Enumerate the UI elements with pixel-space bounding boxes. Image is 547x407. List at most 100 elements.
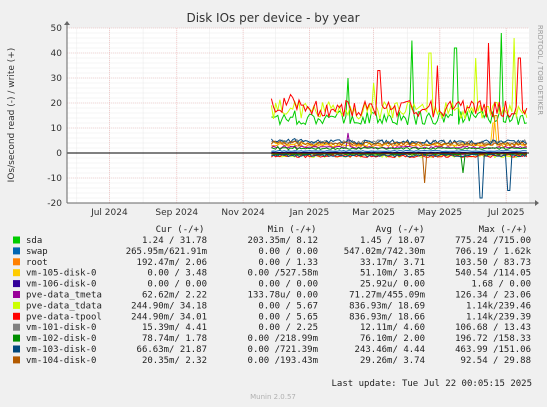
legend-max: 196.72 /158.33: [455, 334, 531, 344]
legend-cur: 192.47m/ 2.06: [137, 258, 207, 268]
legend-row: pve-data_tdata 244.90m/ 34.18 0.00 / 5.67 8…: [13, 301, 531, 311]
legend-swatch: [13, 345, 20, 353]
legend-cur: 244.90m/ 34.01: [131, 312, 207, 322]
legend-avg: 836.93m/ 18.66: [349, 312, 425, 322]
legend-max: 540.54 /114.05: [455, 269, 531, 279]
y-axis-label: IOs/second read (-) / write (+): [7, 48, 17, 183]
legend-name: vm-102-disk-0: [26, 334, 96, 344]
legend-name: vm-106-disk-0: [26, 280, 96, 290]
legend-cur: 0.00 / 3.48: [147, 269, 207, 279]
legend-min: 0.00 /721.39m: [248, 345, 318, 355]
legend-avg: 51.10m/ 3.85: [360, 269, 425, 279]
legend-row: vm-101-disk-0 15.39m/ 4.41 0.00 / 2.25 12.1…: [13, 323, 531, 333]
legend-max: 1.68 / 0.00: [471, 280, 531, 290]
col-cur: Cur (-/+): [156, 225, 205, 235]
write-series: [270, 32, 528, 154]
legend-max: 103.50 / 83.73: [455, 258, 531, 268]
legend-cur: 15.39m/ 4.41: [142, 323, 207, 333]
legend-min: 0.00 /527.58m: [248, 269, 318, 279]
legend-swatch: [13, 236, 20, 244]
legend-header: Cur (-/+) Min (-/+) Avg (-/+) Max (-/+): [156, 225, 528, 235]
x-tick-label: Mar 2025: [352, 208, 395, 218]
legend-min: 133.78u/ 0.00: [248, 291, 318, 301]
legend-row: vm-104-disk-0 20.35m/ 2.32 0.00 /193.43m 29…: [13, 356, 531, 366]
legend-min: 0.00 / 2.25: [258, 323, 318, 333]
legend-min: 203.35m/ 8.12: [248, 236, 318, 246]
legend-avg: 243.46m/ 4.44: [355, 345, 425, 355]
legend-max: 463.99 /151.06: [455, 345, 531, 355]
x-tick-label: Sep 2024: [155, 208, 198, 218]
legend-avg: 76.10m/ 2.00: [360, 334, 425, 344]
x-axis-arrow: [535, 200, 539, 206]
y-tick-label: 30: [51, 74, 63, 84]
legend-cur: 0.00 / 0.00: [147, 280, 207, 290]
legend-swatch: [13, 269, 20, 277]
series-write-vm-104-disk-0: [270, 140, 528, 147]
legend-swatch: [13, 280, 20, 288]
legend-swatch: [13, 291, 20, 298]
legend-min: 0.00 / 1.33: [258, 258, 318, 268]
y-axis-arrow: [64, 21, 70, 25]
legend-swatch: [13, 323, 20, 331]
series-read-vm-103-disk-0: [271, 153, 528, 199]
legend-min: 0.00 / 0.00: [258, 280, 318, 290]
legend-max: 706.19 / 1.62k: [455, 247, 531, 257]
x-tick-label: Nov 2024: [221, 208, 265, 218]
col-max: Max (-/+): [479, 225, 528, 235]
legend-avg: 71.27m/455.09m: [349, 291, 425, 301]
legend-max: 1.14k/239.39: [466, 312, 531, 322]
chart-title: Disk IOs per device - by year: [186, 11, 359, 25]
legend-row: vm-106-disk-0 0.00 / 0.00 0.00 / 0.00 25.92…: [13, 280, 531, 290]
legend-name: vm-105-disk-0: [26, 269, 96, 279]
last-update: Last update: Tue Jul 22 00:05:15 2025: [332, 379, 532, 389]
legend-cur: 78.74m/ 1.78: [142, 334, 207, 344]
legend-name: pve-data-tpool: [26, 312, 102, 322]
legend-swatch: [13, 312, 20, 320]
series-write-vm-101-disk-0: [271, 138, 528, 146]
series-write-pve-data-tpool: [270, 42, 528, 118]
legend-name: swap: [26, 247, 48, 257]
legend-row: vm-103-disk-0 66.63m/ 21.87 0.00 /721.39m 2…: [13, 345, 531, 355]
legend-row: swap 265.95m/621.91m 0.00 / 0.00 547.02m/74…: [13, 247, 532, 257]
legend-cur: 1.24 / 31.78: [142, 236, 207, 246]
series-write-vm-103-disk-0: [270, 137, 528, 146]
legend-name: root: [26, 258, 48, 268]
legend-avg: 547.02m/742.30m: [344, 247, 425, 257]
y-tick-labels: 50 40 30 20 10 0 -10 -20: [47, 24, 62, 209]
munin-version: Munin 2.0.57: [250, 393, 296, 401]
legend-row: pve-data-tpool 244.90m/ 34.01 0.00 / 5.65 8…: [13, 312, 531, 322]
x-tick-label: May 2025: [418, 208, 462, 218]
x-tick-label: Jul 2024: [90, 208, 128, 218]
legend-row: vm-102-disk-0 78.74m/ 1.78 0.00 /218.99m 76…: [13, 334, 531, 344]
legend-name: pve-data_tdata: [26, 301, 102, 311]
legend-cur: 265.95m/621.91m: [126, 247, 207, 257]
legend-swatch: [13, 301, 20, 309]
legend-row: vm-105-disk-0 0.00 / 3.48 0.00 /527.58m 51.…: [13, 269, 531, 279]
legend-cur: 66.63m/ 21.87: [137, 345, 207, 355]
y-tick-label: 20: [51, 99, 63, 109]
x-tick-labels: Jul 2024 Sep 2024 Nov 2024 Jan 2025 Mar 2025…: [90, 208, 524, 218]
col-min: Min (-/+): [268, 225, 317, 235]
legend: sda 1.24 / 31.78 203.35m/ 8.12 1.45 / 18.07…: [13, 236, 532, 366]
y-tick-label: 50: [51, 24, 63, 34]
rrdtool-label: RRDTOOL / TOBI OETIKER: [536, 25, 544, 115]
legend-cur: 244.90m/ 34.18: [131, 301, 207, 311]
y-tick-label: 10: [51, 124, 63, 134]
legend-max: 106.68 / 13.43: [455, 323, 531, 333]
legend-min: 0.00 /193.43m: [248, 356, 318, 366]
col-avg: Avg (-/+): [376, 225, 425, 235]
legend-swatch: [13, 247, 20, 255]
legend-max: 126.34 / 23.06: [455, 291, 531, 301]
axes: [64, 21, 539, 206]
legend-name: sda: [26, 236, 42, 246]
legend-avg: 1.45 / 18.07: [360, 236, 425, 246]
legend-max: 775.24 /715.00: [455, 236, 531, 246]
x-tick-label: Jul 2025: [487, 208, 525, 218]
legend-name: vm-103-disk-0: [26, 345, 96, 355]
legend-swatch: [13, 258, 20, 266]
series-write-vm-102-disk-0: [271, 145, 527, 151]
legend-min: 0.00 /218.99m: [248, 334, 318, 344]
legend-swatch: [13, 356, 20, 364]
legend-avg: 25.92u/ 0.00: [360, 280, 425, 290]
